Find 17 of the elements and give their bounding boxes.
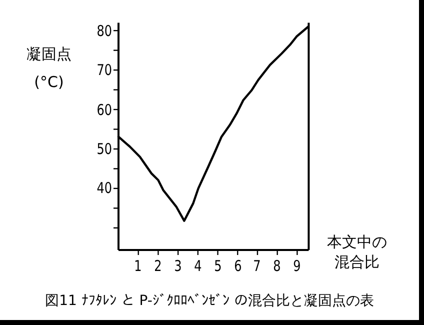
y-tick-label: 40 xyxy=(95,179,112,198)
x-tick-label: 4 xyxy=(193,257,203,275)
x-tick-label: 6 xyxy=(232,257,242,275)
y-tick-label: 60 xyxy=(95,100,112,119)
x-tick-label: 8 xyxy=(272,257,282,275)
y-tick-label: 70 xyxy=(95,61,112,80)
x-tick-label: 2 xyxy=(153,257,164,275)
x-tick-label: 9 xyxy=(292,257,302,275)
y-tick-label: 50 xyxy=(95,140,112,158)
x-tick-label: 3 xyxy=(173,257,183,275)
x-tick-label: 5 xyxy=(212,257,223,275)
y-tick-label: 80 xyxy=(95,22,112,40)
x-tick-label: 1 xyxy=(134,257,144,275)
ylabel: 凝固点 (°C) xyxy=(26,44,72,93)
x-tick-label: 7 xyxy=(252,257,262,275)
xlabel: 本文中の混合比 xyxy=(326,232,388,272)
title: 図11 ﾅﾌﾀﾚﾝ と P-ｼﾞｸﾛﾛﾍﾞﾝｾﾞﾝ の混合比と凝固点の表 xyxy=(44,292,375,310)
